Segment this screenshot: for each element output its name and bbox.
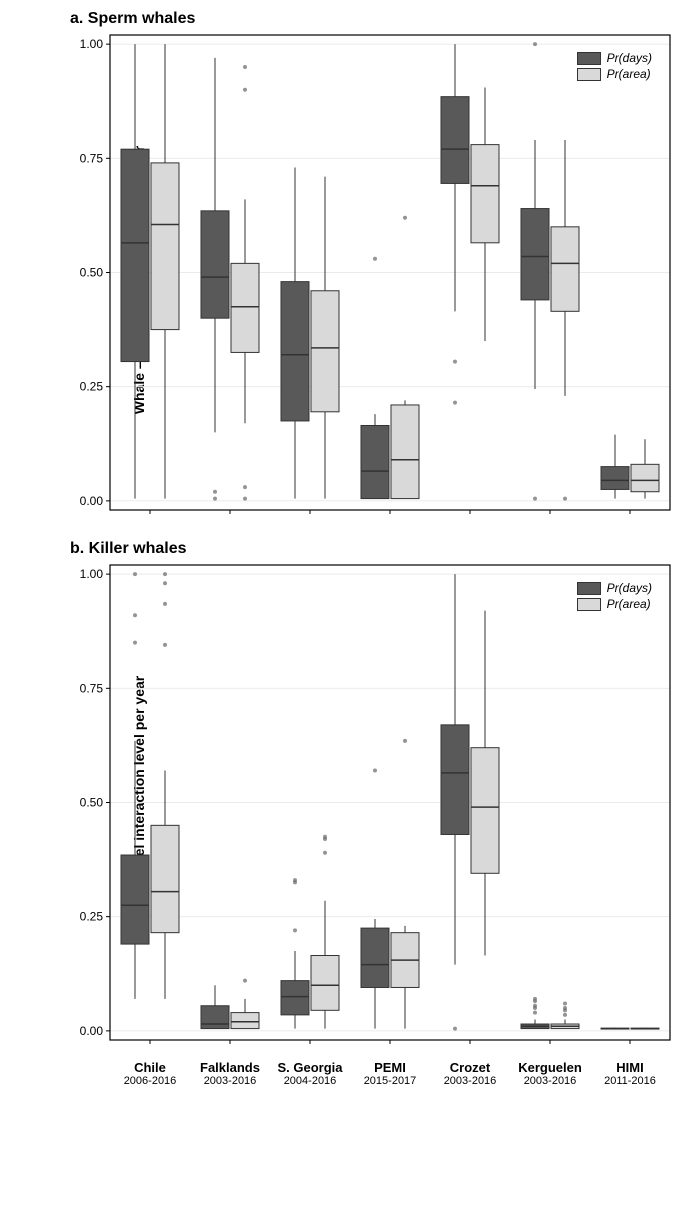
x-tick: HIMI 2011-2016 xyxy=(590,1060,670,1087)
x-tick-label: Falklands xyxy=(190,1060,270,1075)
legend-label: Pr(days) xyxy=(607,581,652,595)
legend-swatch xyxy=(577,582,601,595)
x-tick-sublabel: 2003-2016 xyxy=(190,1075,270,1087)
panel-a: a. Sperm whales Whale – vessel interacti… xyxy=(10,10,675,530)
legend-a: Pr(days) Pr(area) xyxy=(569,45,660,87)
legend-item: Pr(area) xyxy=(577,597,652,611)
x-tick-label: Kerguelen xyxy=(510,1060,590,1075)
svg-text:0.75: 0.75 xyxy=(80,151,104,165)
legend-item: Pr(days) xyxy=(577,581,652,595)
x-tick: Crozet 2003-2016 xyxy=(430,1060,510,1087)
svg-text:0.75: 0.75 xyxy=(80,681,104,695)
x-tick: S. Georgia 2004-2016 xyxy=(270,1060,350,1087)
x-tick-sublabel: 2006-2016 xyxy=(110,1075,190,1087)
x-tick-sublabel: 2003-2016 xyxy=(510,1075,590,1087)
svg-text:0.25: 0.25 xyxy=(80,380,104,394)
x-tick-sublabel: 2011-2016 xyxy=(590,1075,670,1087)
legend-label: Pr(area) xyxy=(607,597,651,611)
x-tick: PEMI 2015-2017 xyxy=(350,1060,430,1087)
panel-b-plot-area: Whale – vessel interaction level per yea… xyxy=(10,560,675,1060)
panel-b-title: b. Killer whales xyxy=(70,540,675,558)
figure: a. Sperm whales Whale – vessel interacti… xyxy=(10,10,675,1087)
x-axis: Chile 2006-2016 Falklands 2003-2016 S. G… xyxy=(110,1060,670,1087)
legend-item: Pr(area) xyxy=(577,67,652,81)
x-tick: Kerguelen 2003-2016 xyxy=(510,1060,590,1087)
x-tick-label: PEMI xyxy=(350,1060,430,1075)
legend-swatch xyxy=(577,68,601,81)
x-tick: Chile 2006-2016 xyxy=(110,1060,190,1087)
legend-item: Pr(days) xyxy=(577,51,652,65)
legend-b: Pr(days) Pr(area) xyxy=(569,575,660,617)
x-tick-sublabel: 2003-2016 xyxy=(430,1075,510,1087)
svg-text:1.00: 1.00 xyxy=(80,37,104,51)
x-tick-label: Chile xyxy=(110,1060,190,1075)
legend-swatch xyxy=(577,598,601,611)
x-tick-sublabel: 2015-2017 xyxy=(350,1075,430,1087)
x-tick: Falklands 2003-2016 xyxy=(190,1060,270,1087)
x-tick-label: S. Georgia xyxy=(270,1060,350,1075)
panel-a-title: a. Sperm whales xyxy=(70,10,675,28)
panel-b-svg: 0.00 0.25 0.50 0.75 1.00 xyxy=(65,560,675,1060)
x-tick-sublabel: 2004-2016 xyxy=(270,1075,350,1087)
x-tick-label: HIMI xyxy=(590,1060,670,1075)
svg-text:1.00: 1.00 xyxy=(80,567,104,581)
x-tick-label: Crozet xyxy=(430,1060,510,1075)
svg-text:0.00: 0.00 xyxy=(80,1024,104,1038)
svg-text:0.25: 0.25 xyxy=(80,910,104,924)
svg-text:0.00: 0.00 xyxy=(80,494,104,508)
legend-swatch xyxy=(577,52,601,65)
svg-text:0.50: 0.50 xyxy=(80,266,104,280)
panel-b: b. Killer whales Whale – vessel interact… xyxy=(10,540,675,1087)
svg-text:0.50: 0.50 xyxy=(80,796,104,810)
panel-a-plot-area: Whale – vessel interaction level per yea… xyxy=(10,30,675,530)
legend-label: Pr(area) xyxy=(607,67,651,81)
legend-label: Pr(days) xyxy=(607,51,652,65)
panel-a-svg: 0.00 0.25 0.50 0.75 1.00 xyxy=(65,30,675,530)
